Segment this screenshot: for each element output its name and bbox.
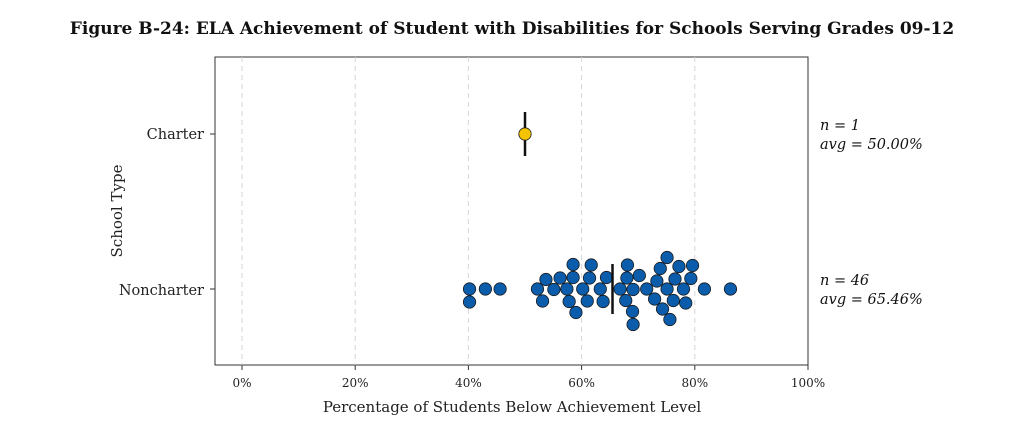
data-point-noncharter xyxy=(620,258,635,272)
data-point-noncharter xyxy=(620,271,634,285)
data-point-noncharter xyxy=(619,293,633,308)
data-point-noncharter xyxy=(613,282,627,296)
data-point-noncharter xyxy=(530,282,545,296)
data-point-noncharter xyxy=(666,293,680,308)
data-point-noncharter xyxy=(593,282,607,296)
data-point-noncharter xyxy=(584,258,598,272)
data-point-noncharter xyxy=(672,259,686,274)
xtick-label: 20% xyxy=(342,376,369,390)
data-point-noncharter xyxy=(679,296,693,310)
data-point-noncharter xyxy=(493,282,507,296)
data-point-noncharter xyxy=(653,261,667,276)
data-point-noncharter xyxy=(569,305,583,320)
data-point-noncharter xyxy=(685,258,700,273)
data-point-noncharter xyxy=(626,317,640,332)
data-point-noncharter xyxy=(566,270,580,285)
plot-area xyxy=(214,56,809,366)
data-point-noncharter xyxy=(676,282,691,296)
data-point-noncharter xyxy=(697,282,712,296)
data-point-noncharter xyxy=(648,292,662,306)
xtick-label: 60% xyxy=(568,376,595,390)
data-point-noncharter xyxy=(655,302,670,316)
data-point-noncharter xyxy=(539,272,553,287)
data-point-noncharter xyxy=(535,294,550,308)
data-point-noncharter xyxy=(462,295,477,309)
charter-n-annotation: n = 1 xyxy=(820,118,860,134)
data-point-noncharter xyxy=(596,294,610,309)
data-point-noncharter xyxy=(625,304,640,319)
data-point-noncharter xyxy=(562,294,576,309)
data-point-noncharter xyxy=(626,282,640,297)
data-point-noncharter xyxy=(640,282,654,296)
data-point-noncharter xyxy=(684,271,698,286)
data-point-noncharter xyxy=(553,271,567,285)
data-point-noncharter xyxy=(668,272,682,286)
data-point-noncharter xyxy=(560,282,574,296)
xtick-label: 0% xyxy=(232,376,251,390)
data-point-noncharter xyxy=(723,282,738,296)
data-point-noncharter xyxy=(582,271,597,285)
category-label-charter: Charter xyxy=(147,127,204,143)
data-point-noncharter xyxy=(660,282,674,296)
data-point-noncharter xyxy=(547,282,561,297)
charter-avg-annotation: avg = 50.00% xyxy=(820,137,923,153)
data-point-noncharter xyxy=(576,282,590,296)
data-point-noncharter xyxy=(650,274,664,288)
data-point-noncharter xyxy=(660,250,674,265)
xtick-label: 80% xyxy=(681,376,708,390)
data-point-noncharter xyxy=(462,282,477,296)
data-point-noncharter xyxy=(580,294,594,308)
category-label-noncharter: Noncharter xyxy=(119,283,204,299)
noncharter-n-annotation: n = 46 xyxy=(820,273,869,289)
xtick-label: 100% xyxy=(791,376,825,390)
data-point-noncharter xyxy=(478,282,492,296)
data-point-noncharter xyxy=(599,270,614,285)
x-axis-label: Percentage of Students Below Achievement… xyxy=(323,398,702,416)
noncharter-avg-annotation: avg = 65.46% xyxy=(820,292,923,308)
data-point-noncharter xyxy=(566,257,580,272)
chart-title: Figure B-24: ELA Achievement of Student … xyxy=(70,19,954,39)
data-point-noncharter xyxy=(632,268,646,283)
y-axis-label: School Type xyxy=(108,164,126,257)
data-point-charter xyxy=(518,127,532,141)
xtick-label: 40% xyxy=(455,376,482,390)
data-point-noncharter xyxy=(663,312,677,327)
